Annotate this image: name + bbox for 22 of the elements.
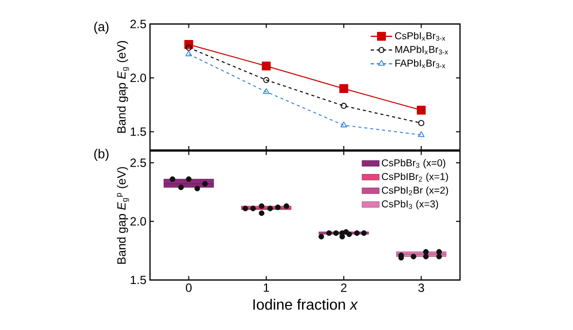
x-tick-label: 3 xyxy=(418,284,424,292)
legend-label: CsPbI$_{3}$ (x=3) xyxy=(382,200,438,210)
text: (a) xyxy=(94,22,108,34)
legend-label: CsPbI$_{2}$Br (x=2) xyxy=(382,186,448,196)
y-tick-label: 2.5 xyxy=(130,158,146,167)
legend-label: CsPbIBr$_{2}$ (x=1) xyxy=(382,172,448,182)
y-tick-label: 2.0 xyxy=(130,217,146,226)
x-tick-label: 2 xyxy=(341,284,346,292)
legend-label: CsPbBr$_{3}$ (x=0) xyxy=(382,159,446,168)
y-tick-label: 1.5 xyxy=(130,276,146,284)
x-tick-label: 1 xyxy=(264,284,269,292)
x-axis-title: Iodine fraction x xyxy=(253,298,358,310)
text: (b) xyxy=(94,148,108,161)
legend-label: FAPbI$_{x}$Br$_{3-x}$ xyxy=(395,59,446,68)
y-axis-title: Band gap E$_{g}$$^{p}$ (eV) xyxy=(116,167,130,264)
y-tick-label: 2.5 xyxy=(130,20,146,28)
legend-label: MAPbI$_{x}$Br$_{3-x}$ xyxy=(395,46,448,54)
x-tick-label: 0 xyxy=(186,284,192,292)
y-axis-title: Band gap E$_{g}$ (eV) xyxy=(116,41,130,133)
y-tick-label: 2.0 xyxy=(130,74,146,82)
y-tick-label: 1.5 xyxy=(130,128,146,136)
legend-label: CsPbI$_{x}$Br$_{3-x}$ xyxy=(395,32,446,41)
